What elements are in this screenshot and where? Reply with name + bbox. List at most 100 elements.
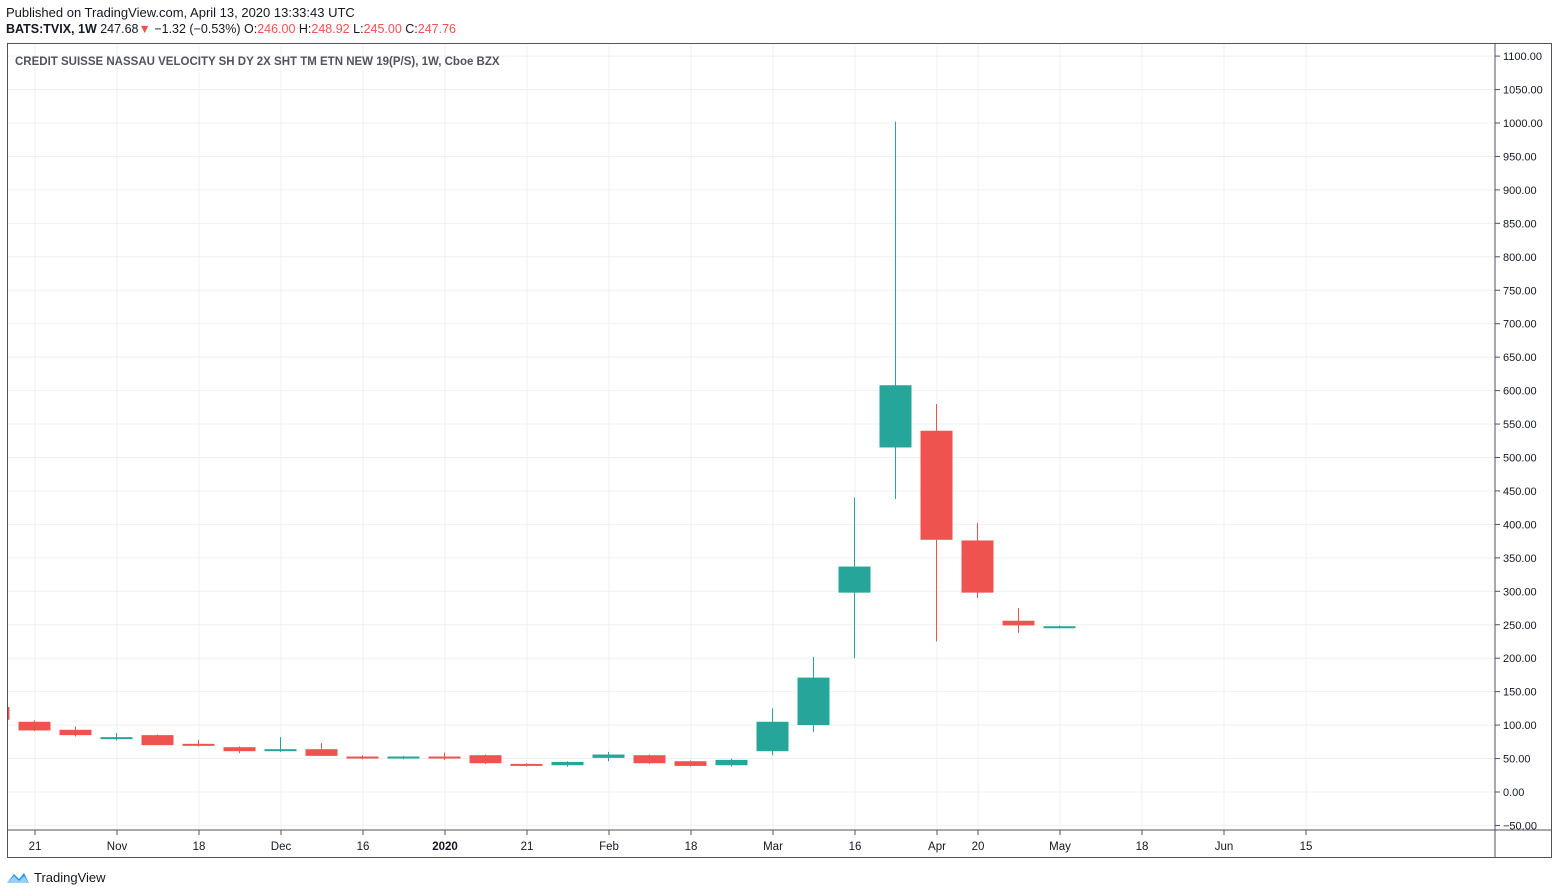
y-tick-label: 750.00 — [1503, 285, 1537, 297]
candle — [592, 751, 625, 762]
price-axis: 1100.00 1050.00 1000.00 950.00 900.00 850.00 8… — [1494, 44, 1543, 858]
candle-body — [715, 759, 748, 766]
candle-body — [100, 737, 133, 740]
y-tick-label: 950.00 — [1503, 151, 1537, 163]
y-tick-label: 600.00 — [1503, 386, 1537, 398]
candle — [59, 726, 92, 737]
published-caption: Published on TradingView.com, April 13, … — [6, 5, 355, 20]
price-change: −1.32 (−0.53%) — [154, 22, 241, 36]
x-tick-label: 18 — [193, 841, 206, 853]
time-axis: 21 Nov 18 Dec 16 2020 21 Feb 18 Mar 16 Apr 20 May 18 Ju… — [8, 829, 1552, 853]
candle-body — [592, 754, 625, 758]
y-tick-label: 900.00 — [1503, 185, 1537, 197]
candle — [428, 752, 461, 760]
low-label: L: — [353, 22, 364, 36]
candle-body — [141, 735, 174, 746]
y-tick-label: 1100.00 — [1503, 51, 1542, 63]
y-tick-label: 800.00 — [1503, 252, 1537, 264]
symbol-label: BATS:TVIX, 1W — [6, 22, 97, 36]
y-tick-label: 1050.00 — [1503, 85, 1543, 97]
open-value: 246.00 — [257, 22, 296, 36]
close-label: C: — [405, 22, 418, 36]
y-tick-label: 650.00 — [1503, 352, 1537, 364]
candle-body — [8, 707, 10, 720]
candle — [715, 758, 748, 767]
candle — [1043, 625, 1076, 629]
candle-body — [920, 430, 953, 540]
candle-body — [305, 749, 338, 756]
candle — [8, 707, 10, 720]
candle — [797, 656, 830, 732]
x-tick-label: 21 — [29, 841, 42, 853]
candle — [510, 763, 543, 767]
tradingview-brand[interactable]: TradingView — [6, 870, 106, 885]
candle-body — [551, 761, 584, 766]
candle-body — [182, 743, 215, 746]
y-tick-label: 250.00 — [1503, 620, 1537, 632]
candle-body — [428, 756, 461, 759]
candle — [223, 746, 256, 754]
candle-body — [797, 677, 830, 726]
candle — [920, 403, 953, 642]
candle-body — [1002, 620, 1035, 626]
candle — [100, 733, 133, 741]
y-tick-label: 100.00 — [1503, 720, 1537, 732]
candle-body — [346, 756, 379, 759]
candle-body — [756, 721, 789, 752]
y-tick-label: 200.00 — [1503, 653, 1537, 665]
x-tick-label: 16 — [849, 841, 862, 853]
y-tick-label: 0.00 — [1503, 787, 1524, 799]
y-tick-label: 350.00 — [1503, 553, 1537, 565]
candle — [838, 497, 871, 659]
x-tick-label: 20 — [972, 841, 985, 853]
y-tick-label: 150.00 — [1503, 687, 1537, 699]
x-tick-label: Apr — [928, 841, 946, 853]
high-value: 248.92 — [311, 22, 350, 36]
x-tick-label: Mar — [763, 841, 783, 853]
x-tick-label: 16 — [357, 841, 370, 853]
candle — [18, 720, 51, 732]
chart-title: CREDIT SUISSE NASSAU VELOCITY SH DY 2X S… — [15, 56, 500, 68]
y-tick-label: 700.00 — [1503, 319, 1537, 331]
x-tick-label: Jun — [1215, 841, 1234, 853]
chart-grid — [8, 44, 1495, 830]
last-price: 247.68 — [100, 22, 139, 36]
candles — [8, 121, 1076, 767]
candle-body — [838, 566, 871, 593]
candle-body — [879, 385, 912, 448]
candle-body — [59, 729, 92, 736]
candle-body — [961, 540, 994, 593]
candle — [879, 121, 912, 499]
x-tick-label: Feb — [599, 841, 619, 853]
candle — [961, 523, 994, 598]
low-value: 245.00 — [363, 22, 402, 36]
candle-body — [264, 749, 297, 752]
candle-body — [18, 721, 51, 731]
y-tick-label: 850.00 — [1503, 218, 1537, 230]
x-tick-label: 15 — [1300, 841, 1313, 853]
y-tick-label: −50.00 — [1503, 820, 1537, 832]
y-tick-label: 500.00 — [1503, 453, 1537, 465]
ohlc-legend: BATS:TVIX, 1W 247.68▼ −1.32 (−0.53%) O:2… — [6, 22, 456, 36]
candle-body — [510, 763, 543, 766]
y-tick-label: 450.00 — [1503, 486, 1537, 498]
candle-body — [633, 755, 666, 764]
open-label: O: — [243, 22, 258, 36]
y-tick-label: 400.00 — [1503, 519, 1537, 531]
x-tick-label: 18 — [1136, 841, 1149, 853]
y-tick-label: 1000.00 — [1503, 118, 1543, 130]
y-tick-label: 50.00 — [1503, 754, 1531, 766]
candle — [141, 734, 174, 746]
candle-body — [674, 761, 707, 766]
close-value: 247.76 — [417, 22, 457, 36]
candle — [305, 743, 338, 756]
high-label: H: — [298, 22, 312, 36]
chart-frame — [7, 43, 1552, 858]
candle — [633, 754, 666, 764]
candle — [551, 761, 584, 767]
y-tick-label: 550.00 — [1503, 419, 1537, 431]
x-tick-label: 2020 — [432, 841, 458, 853]
candle — [182, 739, 215, 747]
candle — [264, 737, 297, 752]
